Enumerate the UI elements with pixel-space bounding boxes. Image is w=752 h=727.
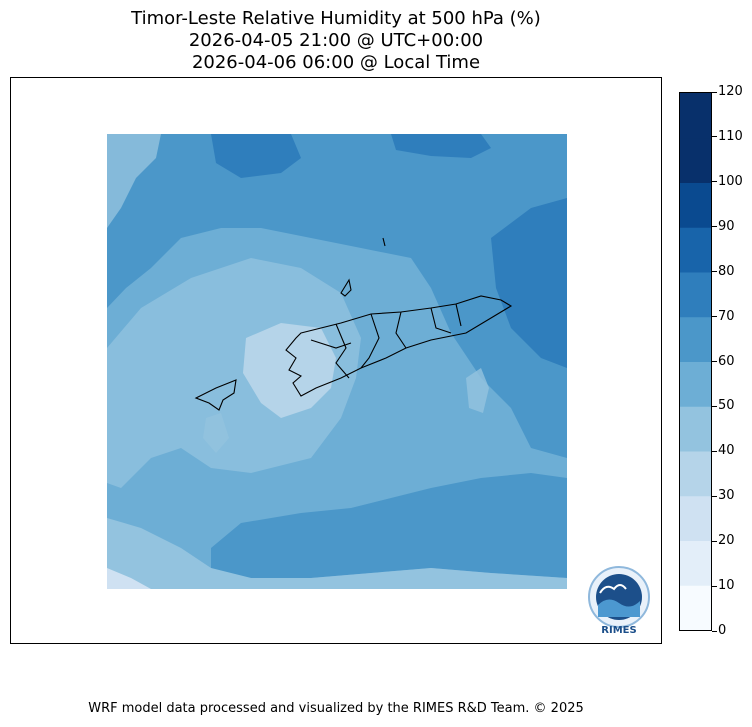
colorbar-tick xyxy=(712,450,717,452)
colorbar-tick-label: 80 xyxy=(718,263,735,279)
colorbar-band xyxy=(680,540,711,586)
title-line-2: 2026-04-05 21:00 @ UTC+00:00 xyxy=(188,30,484,51)
colorbar-tick xyxy=(712,495,717,497)
colorbar-band xyxy=(680,451,711,497)
colorbar-tick-label: 120 xyxy=(718,84,743,99)
colorbar-band xyxy=(680,227,711,273)
humidity-band-40-50 xyxy=(107,258,361,488)
colorbar-tick-label: 60 xyxy=(718,353,735,369)
map-frame xyxy=(10,77,662,644)
colorbar-tick xyxy=(712,181,717,183)
colorbar-tick-label: 100 xyxy=(718,173,743,189)
colorbar-tick-label: 40 xyxy=(718,443,735,459)
colorbar-tick-label: 10 xyxy=(718,578,735,594)
humidity-band-70-80-north xyxy=(211,134,301,178)
colorbar-tick xyxy=(712,630,717,632)
country-boundaries xyxy=(194,237,513,411)
colorbar-tick-label: 20 xyxy=(718,533,735,549)
colorbar-tick-label: 50 xyxy=(718,398,735,414)
colorbar-tick xyxy=(712,405,717,407)
colorbar-band xyxy=(680,585,711,630)
colorbar-tick xyxy=(712,316,717,318)
rimes-logo-text: RIMES xyxy=(601,625,636,635)
humidity-map xyxy=(107,134,567,589)
colorbar-tick xyxy=(712,136,717,138)
colorbar-band xyxy=(680,361,711,407)
colorbar-tick xyxy=(712,271,717,273)
colorbar-band xyxy=(680,93,711,139)
colorbar-tick xyxy=(712,361,717,362)
colorbar-band xyxy=(680,182,711,228)
colorbar-band xyxy=(680,406,711,452)
colorbar-tick-label: 30 xyxy=(718,488,735,504)
humidity-band-70-80-east xyxy=(491,198,567,368)
colorbar-band xyxy=(680,495,711,541)
title-line-1: Timor-Leste Relative Humidity at 500 hPa… xyxy=(131,8,541,29)
colorbar-tick xyxy=(712,91,717,93)
colorbar-band xyxy=(680,272,711,318)
colorbar-tick-label: 0 xyxy=(718,623,727,638)
humidity-band-40-50-island xyxy=(466,368,489,413)
humidity-band-60-70 xyxy=(107,134,567,458)
colorbar-tick-label: 70 xyxy=(718,308,735,324)
colorbar-tick xyxy=(712,540,717,542)
colorbar xyxy=(679,92,712,631)
humidity-band-20-30 xyxy=(107,568,151,589)
colorbar-band xyxy=(680,137,711,183)
humidity-band-40-50-south xyxy=(107,518,567,589)
footer-credit: WRF model data processed and visualized … xyxy=(88,701,584,716)
colorbar-tick xyxy=(712,226,717,228)
humidity-band-70-80-northeast xyxy=(391,134,491,158)
rimes-logo: RIMES xyxy=(588,566,650,635)
colorbar-tick-label: 110 xyxy=(718,128,743,144)
humidity-band-40-50-islet xyxy=(203,413,229,453)
title-line-3: 2026-04-06 06:00 @ Local Time xyxy=(191,52,481,73)
colorbar-tick-label: 90 xyxy=(718,218,735,234)
humidity-band-60-70-south xyxy=(211,473,567,578)
colorbar-band xyxy=(680,316,711,362)
colorbar-tick xyxy=(712,585,717,587)
humidity-band-40-50-west xyxy=(107,134,161,228)
